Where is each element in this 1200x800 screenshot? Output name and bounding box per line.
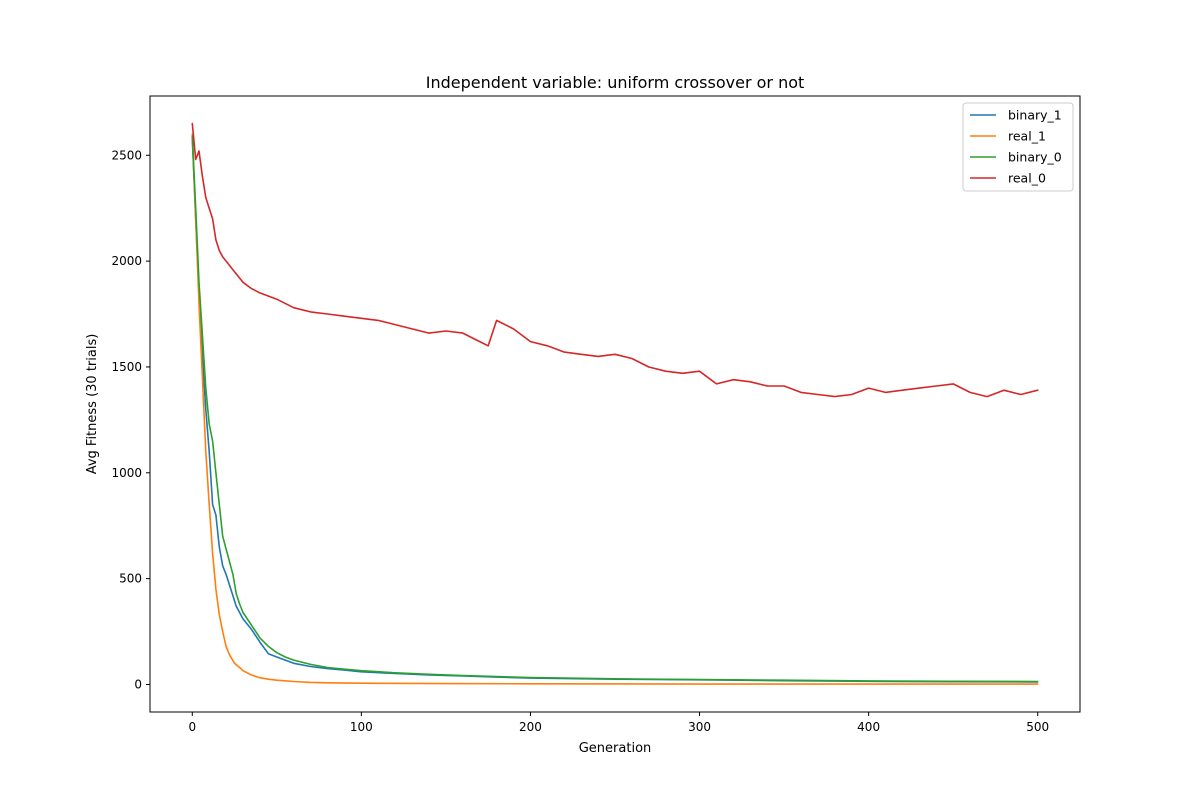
x-axis-label: Generation [579,741,652,756]
series-line-binary_0 [191,135,1039,683]
legend-label-real_0: real_0 [1008,171,1046,186]
series-line-real_0 [191,122,1039,398]
x-tick-label: 500 [1026,720,1049,734]
legend-label-binary_0: binary_0 [1008,150,1062,165]
plot-frame [149,95,1081,713]
y-tick-label: 1000 [111,466,142,480]
legend-label-real_1: real_1 [1008,129,1046,144]
y-tick-label: 500 [119,572,142,586]
x-axis-ticks: 0 100 200 300 400 500 [188,712,1049,734]
y-tick-label: 1500 [111,360,142,374]
y-axis-label: Avg Fitness (30 trials) [85,334,100,475]
series-line-real_1 [191,133,1039,685]
x-tick-label: 200 [519,720,542,734]
x-tick-label: 100 [350,720,373,734]
x-tick-label: 400 [857,720,880,734]
y-tick-label: 2500 [111,148,142,162]
x-tick-label: 0 [188,720,196,734]
y-tick-label: 2000 [111,254,142,268]
y-tick-label: 0 [134,677,142,691]
chart-title: Independent variable: uniform crossover … [426,73,805,92]
y-axis-ticks: 0 500 1000 1500 2000 2500 [111,148,150,691]
x-tick-label: 300 [688,720,711,734]
series-layer [191,122,1039,685]
legend: binary_1 real_1 binary_0 real_0 [962,102,1074,192]
legend-label-binary_1: binary_1 [1008,108,1062,123]
legend-box [962,102,1074,192]
